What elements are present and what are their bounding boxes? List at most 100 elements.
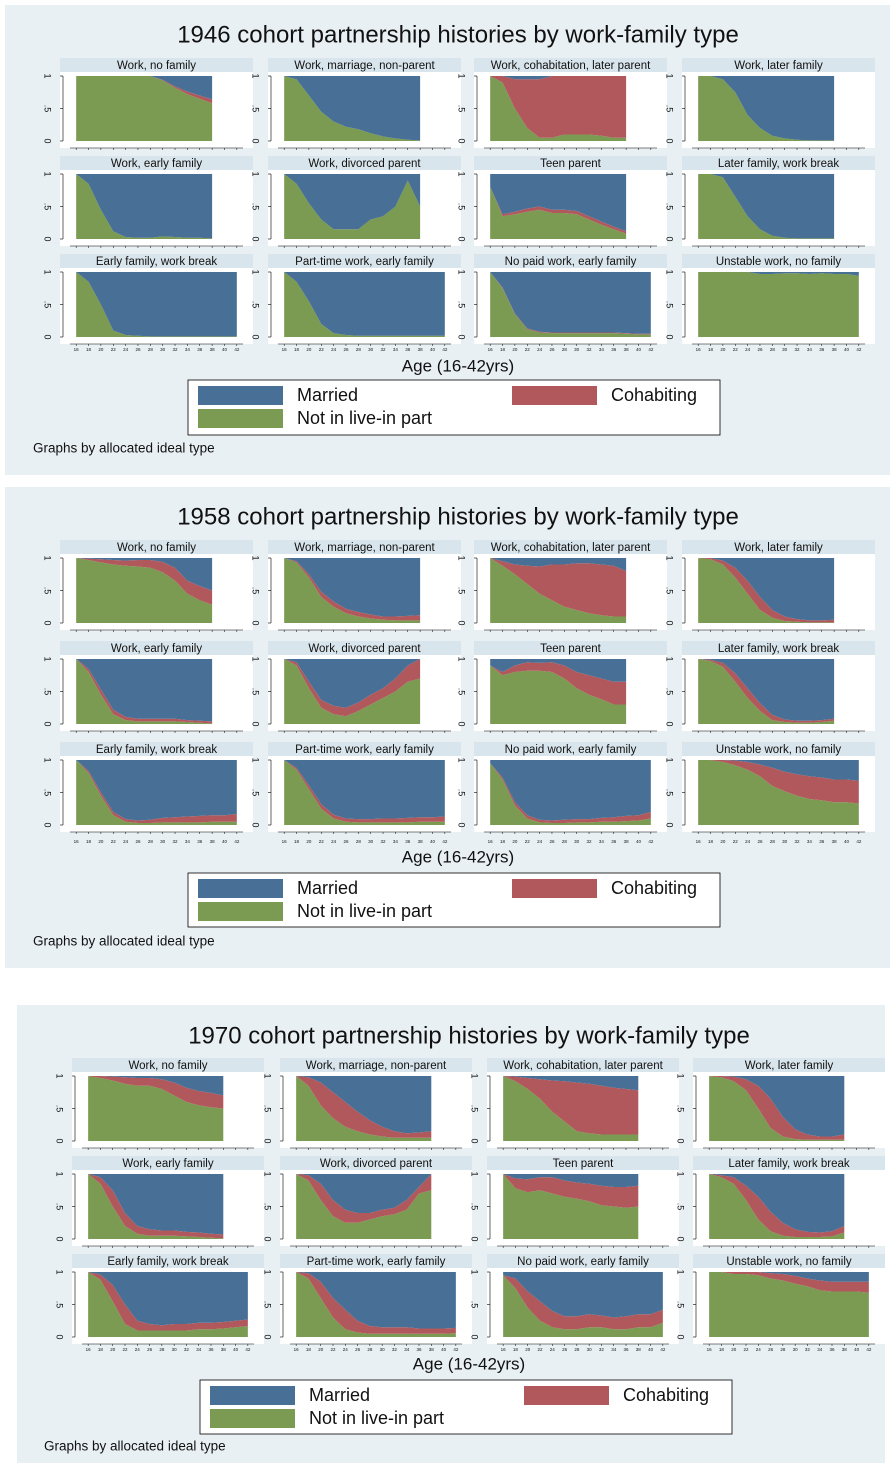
area-2 (88, 1272, 248, 1337)
y-tick-label: .5 (55, 1105, 65, 1113)
area-1 (284, 659, 421, 717)
y-tick-label: 0 (665, 721, 675, 726)
area-0 (698, 272, 859, 276)
y-tick-label: 0 (457, 138, 467, 143)
y-tick-label: .5 (251, 203, 261, 211)
x-tick-label: 38 (842, 1347, 848, 1352)
x-tick-label: 42 (866, 1347, 872, 1352)
facet: Work, divorced parent 0 .5 1 (251, 156, 461, 248)
y-tick-label: .5 (251, 789, 261, 797)
facet-header (487, 1156, 679, 1170)
area-0 (490, 558, 627, 571)
x-tick-label: 32 (795, 839, 801, 844)
y-tick-label: 1 (251, 656, 261, 661)
facet: Later family, work break 0 .5 1 (676, 1156, 885, 1248)
area-2 (698, 76, 835, 141)
x-tick-label: 40 (430, 839, 436, 844)
y-tick-label: 1 (457, 555, 467, 560)
y-tick-label: .5 (251, 688, 261, 696)
y-tick-label: 0 (665, 620, 675, 625)
legend-label: Not in live-in part (297, 901, 432, 921)
legend-swatch (512, 879, 597, 898)
y-tick-label: 1 (470, 1171, 480, 1176)
facet: Early family, work break 0 .5 1 16 18 20 22 24 26… (43, 742, 253, 844)
x-tick-label: 34 (807, 839, 813, 844)
area-0 (284, 76, 421, 141)
x-tick-label: 24 (331, 839, 337, 844)
facet-title: Work, no family (128, 1060, 207, 1072)
x-tick-label: 22 (319, 839, 325, 844)
x-tick-label: 26 (135, 347, 141, 352)
y-tick-label: .5 (55, 1301, 65, 1309)
y-tick-label: 0 (470, 1138, 480, 1143)
x-tick-label: 16 (488, 839, 494, 844)
facet-title: Later family, work break (728, 1158, 849, 1170)
y-tick-label: .5 (457, 203, 467, 211)
x-tick-label: 38 (418, 347, 424, 352)
area-0 (88, 1272, 248, 1326)
y-tick-label: .5 (676, 1105, 686, 1113)
y-tick-label: 1 (251, 757, 261, 762)
facet: No paid work, early family 0 .5 1 16 18 20 22 24… (457, 742, 667, 844)
x-tick-label: 38 (210, 839, 216, 844)
x-tick-label: 38 (832, 347, 838, 352)
facet-header (682, 254, 875, 268)
y-tick-label: .5 (457, 105, 467, 113)
y-tick-label: 1 (665, 73, 675, 78)
facet: Work, no family 0 .5 1 (43, 58, 253, 150)
y-tick-label: .5 (665, 301, 675, 309)
area-1 (503, 1174, 639, 1208)
x-tick-label: 22 (122, 1347, 128, 1352)
facet-header (474, 58, 667, 72)
y-tick-label: 1 (470, 1269, 480, 1274)
y-tick-label: 0 (665, 138, 675, 143)
facet: Work, divorced parent 0 .5 1 (251, 641, 461, 733)
facet: Work, later family 0 .5 1 (665, 540, 875, 632)
y-tick-label: 1 (457, 656, 467, 661)
y-tick-label: 0 (251, 721, 261, 726)
area-1 (296, 1272, 456, 1334)
x-tick-label: 38 (221, 1347, 227, 1352)
legend-label: Cohabiting (623, 1385, 709, 1405)
x-tick-label: 42 (648, 347, 654, 352)
y-tick-label: .5 (43, 203, 53, 211)
facet-title: Work, divorced parent (320, 1158, 433, 1170)
x-tick-label: 32 (381, 347, 387, 352)
x-tick-label: 26 (757, 347, 763, 352)
x-tick-label: 16 (294, 1347, 300, 1352)
y-tick-label: 1 (457, 73, 467, 78)
legend-swatch (198, 409, 283, 428)
x-tick-label: 30 (160, 347, 166, 352)
x-tick-label: 42 (245, 1347, 251, 1352)
area-0 (284, 659, 421, 708)
x-tick-label: 30 (793, 1347, 799, 1352)
x-tick-label: 20 (731, 1347, 737, 1352)
facet-title: Work, later family (734, 542, 823, 554)
facet: Work, marriage, non-parent 0 .5 1 (263, 1058, 472, 1150)
area-0 (503, 1174, 639, 1187)
y-tick-label: 0 (55, 1236, 65, 1241)
x-tick-label: 40 (636, 347, 642, 352)
facet-title: Work, later family (745, 1060, 834, 1072)
area-2 (503, 1076, 639, 1141)
x-tick-label: 36 (819, 839, 825, 844)
y-tick-label: .5 (251, 587, 261, 595)
y-tick-label: 1 (457, 269, 467, 274)
x-tick-label: 34 (393, 839, 399, 844)
legend-swatch (210, 1409, 295, 1428)
cohort-panel: 1958 cohort partnership histories by wor… (5, 487, 890, 968)
legend-swatch (198, 386, 283, 405)
facet: Unstable work, no family 0 .5 1 16 18 20 22 24 26… (665, 254, 875, 352)
y-tick-label: 0 (457, 620, 467, 625)
area-0 (76, 760, 237, 821)
panel-title: 1970 cohort partnership histories by wor… (188, 1022, 750, 1049)
y-tick-label: 0 (665, 822, 675, 827)
area-0 (296, 1272, 456, 1329)
x-tick-label: 34 (404, 1347, 410, 1352)
area-2 (284, 272, 445, 337)
area-0 (76, 174, 213, 239)
x-tick-label: 40 (844, 839, 850, 844)
facet-title: Work, marriage, non-parent (294, 542, 435, 554)
area-1 (88, 1272, 248, 1331)
